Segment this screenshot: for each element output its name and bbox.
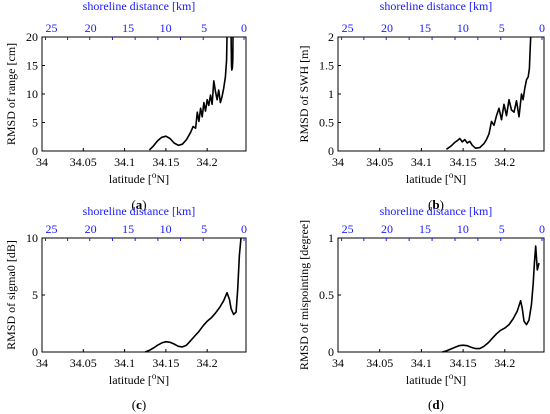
panel-a-top-tick-label: 25 (45, 21, 57, 35)
panel-b-label: (b) (428, 197, 444, 212)
panel-c-x-tick-label: 34 (36, 356, 48, 370)
panel-a-top-tick-label: 15 (122, 21, 134, 35)
panel-a-y-tick-label: 10 (26, 87, 38, 101)
panel-d-plot-frame (337, 237, 545, 353)
panel-b-top-tick-label: 25 (342, 21, 354, 35)
panel-a-y-tick-label: 0 (32, 144, 38, 158)
panel-b-y-tick-label: 1 (328, 87, 334, 101)
panel-c-series-line-0 (144, 237, 242, 353)
panel-c-top-axis-title: shoreline distance [km] (83, 204, 196, 218)
panel-d-top-tick-label: 20 (381, 222, 393, 236)
panel-c-label: (c) (132, 397, 146, 412)
panel-c-top-tick-label: 10 (160, 222, 172, 236)
panel-a-top-tick-label: 20 (85, 21, 97, 35)
panel-a-x-tick-label: 34 (36, 155, 48, 169)
panel-a-x-axis-title: latitude [oN] (109, 170, 169, 186)
panel-b-y-tick-label: 0.5 (319, 116, 334, 130)
panel-a-x-tick-label: 34.05 (70, 155, 97, 169)
panel-d: shoreline distance [km] 34 34.05 34.1 34.15… (297, 204, 545, 412)
panel-d-top-tick-label: 25 (342, 222, 354, 236)
panel-a-x-tick-label: 34.1 (114, 155, 135, 169)
panel-b-top-tick-label: 15 (419, 21, 431, 35)
panel-b-top-tick-label: 5 (499, 21, 505, 35)
panel-a: shoreline distance [km] 34 34.05 34.1 34.15… (4, 0, 247, 212)
panel-b-x-tick-label: 34.2 (494, 155, 515, 169)
panel-c-y-tick-label: 0 (32, 345, 38, 359)
panel-d-x-tick-label: 34.2 (494, 356, 515, 370)
panel-b-y-tick-label: 2 (328, 30, 334, 44)
panel-c-top-tick-label: 15 (122, 222, 134, 236)
panel-d-x-tick-label: 34.05 (366, 356, 393, 370)
panel-b-y-tick-label: 1.5 (319, 59, 334, 73)
panel-a-y-axis-title: RMSD of range [cm] (4, 43, 18, 145)
panel-a-top-tick-label: 5 (201, 21, 207, 35)
panel-b-x-tick-label: 34 (332, 155, 344, 169)
panel-b-top-tick-label: 10 (457, 21, 469, 35)
panel-c-x-tick-label: 34.15 (152, 356, 179, 370)
panel-b-top-tick-label: 0 (539, 21, 545, 35)
panel-d-top-tick-label: 0 (539, 222, 545, 236)
panel-a-y-tick-label: 15 (26, 59, 38, 73)
panel-b-x-axis-title: latitude [oN] (406, 170, 466, 186)
panel-c-x-axis-title: latitude [oN] (109, 371, 169, 387)
panel-d-y-tick-label: 0 (328, 345, 334, 359)
panel-a-x-tick-label: 34.2 (197, 155, 218, 169)
panel-a-label: (a) (131, 197, 146, 212)
panel-a-top-tick-label: 10 (160, 21, 172, 35)
panel-c-top-tick-label: 25 (45, 222, 57, 236)
panel-a-y-tick-label: 20 (26, 30, 38, 44)
panel-d-top-tick-label: 10 (457, 222, 469, 236)
panel-a-top-axis-title: shoreline distance [km] (83, 0, 196, 13)
panel-c-x-tick-label: 34.05 (70, 356, 97, 370)
panel-c-y-tick-label: 10 (26, 231, 38, 245)
panel-d-label: (d) (428, 397, 444, 412)
panel-c-top-tick-label: 20 (85, 222, 97, 236)
panel-b-x-tick-label: 34.15 (450, 155, 477, 169)
panel-d-x-axis-title: latitude [oN] (406, 371, 466, 387)
panel-d-x-tick-label: 34 (332, 356, 344, 370)
panel-d-series-line-0 (442, 245, 540, 353)
panel-d-top-axis-title: shoreline distance [km] (380, 204, 493, 218)
panel-a-top-tick-label: 0 (241, 21, 247, 35)
panel-c-y-tick-label: 5 (32, 288, 38, 302)
panel-b-y-axis-title: RMSD of SWH [m] (297, 45, 311, 142)
panel-c-plot-frame (41, 237, 247, 353)
panel-d-y-tick-label: 1 (328, 231, 334, 245)
panel-c-x-tick-label: 34.2 (197, 356, 218, 370)
panel-c-top-tick-label: 0 (241, 222, 247, 236)
panel-b: shoreline distance [km] 34 34.05 34.1 34.15… (297, 0, 545, 212)
panel-c: shoreline distance [km] 34 34.05 34.1 34.15… (4, 204, 247, 412)
panel-b-series-line-0 (445, 36, 532, 150)
panel-d-y-tick-label: 0.5 (319, 288, 334, 302)
panel-d-top-tick-label: 15 (419, 222, 431, 236)
panel-c-top-tick-label: 5 (201, 222, 207, 236)
panel-a-x-tick-label: 34.15 (152, 155, 179, 169)
panel-b-plot-frame (337, 36, 545, 152)
panel-a-y-tick-label: 5 (32, 116, 38, 130)
panel-d-x-tick-label: 34.15 (450, 356, 477, 370)
panel-b-x-tick-label: 34.05 (366, 155, 393, 169)
panel-c-y-axis-title: RMSD of sigma0 [dB] (4, 240, 18, 350)
panel-d-y-axis-title: RMSD of mispointing [degree] (297, 220, 311, 370)
panel-a-series-line-0 (148, 36, 228, 151)
panel-a-series-line-1 (230, 36, 234, 71)
panel-b-top-tick-label: 20 (381, 21, 393, 35)
panel-b-top-axis-title: shoreline distance [km] (380, 0, 493, 13)
panel-d-x-tick-label: 34.1 (411, 356, 432, 370)
panel-d-top-tick-label: 5 (499, 222, 505, 236)
panel-c-x-tick-label: 34.1 (114, 356, 135, 370)
panel-b-y-tick-label: 0 (328, 144, 334, 158)
panel-b-x-tick-label: 34.1 (411, 155, 432, 169)
